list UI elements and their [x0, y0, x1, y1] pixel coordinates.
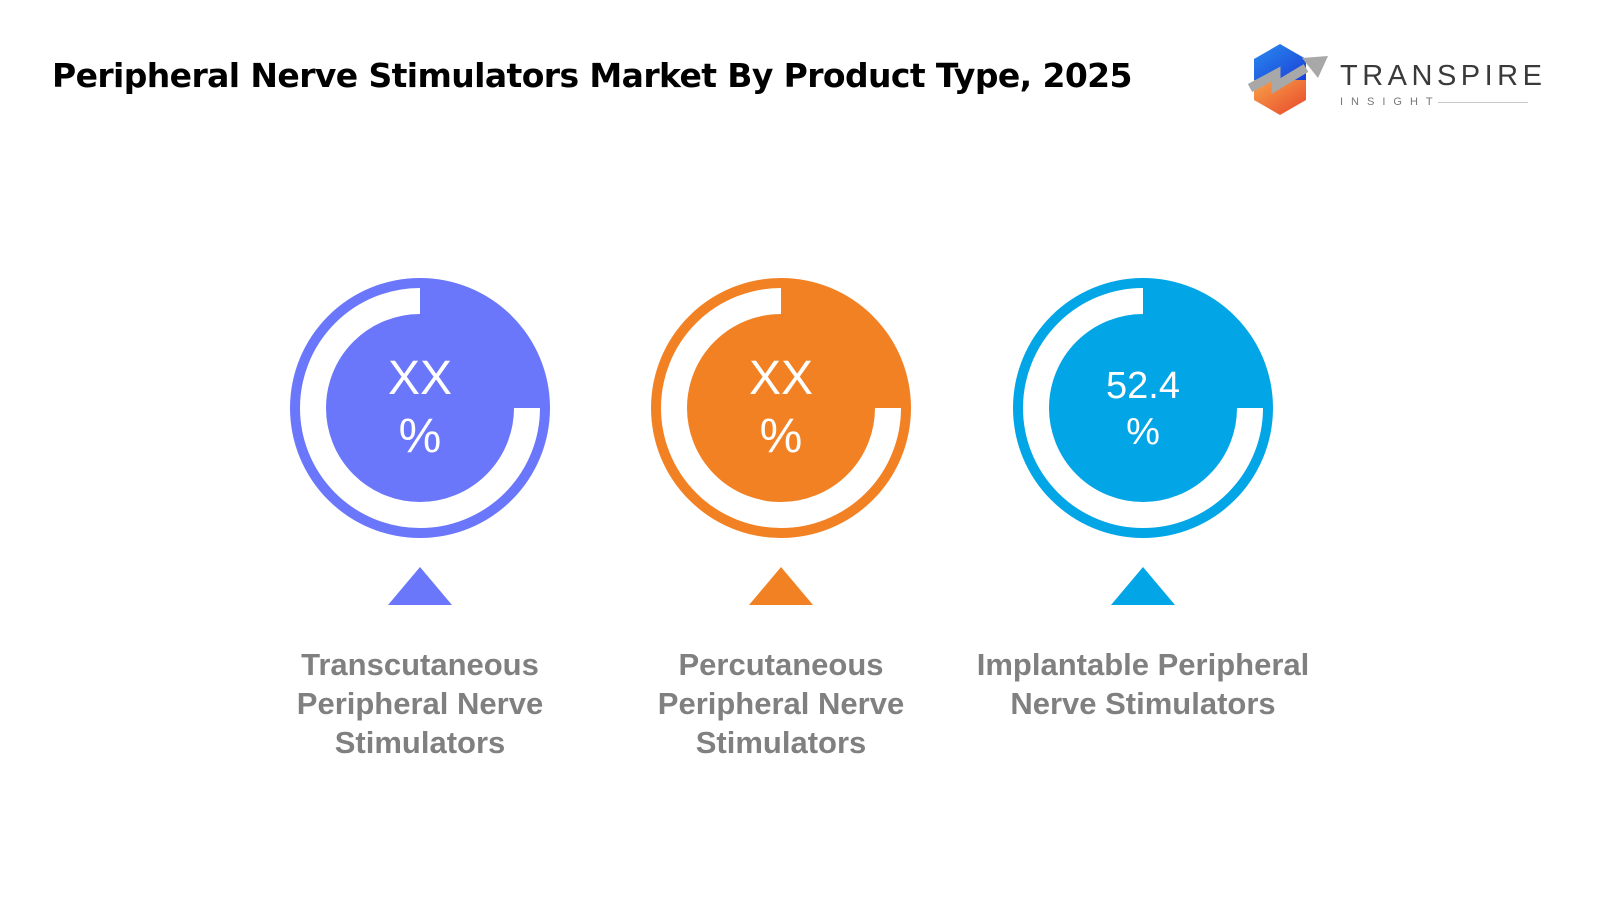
segment-label: Percutaneous Peripheral Nerve Stimulator… [657, 647, 905, 760]
hexagon-arrow-logo-icon [1247, 44, 1328, 115]
page-title: Peripheral Nerve Stimulators Market By P… [52, 56, 1133, 95]
triangle-pointer-icon [1111, 567, 1175, 605]
donut-chart [1013, 278, 1273, 538]
segment-value: XX [748, 352, 814, 405]
segment-value: 52.4 [1106, 365, 1180, 407]
logo-divider [1438, 102, 1528, 103]
donut-chart [290, 278, 550, 538]
triangle-pointer-icon [388, 567, 452, 605]
segment-label: Transcutaneous Peripheral Nerve Stimulat… [296, 647, 544, 760]
segment-unit: % [398, 410, 442, 463]
segment-unit: % [759, 410, 803, 463]
brand-logo: TRANSPIRE INSIGHT [1246, 42, 1542, 120]
logo-wordmark: TRANSPIRE [1340, 60, 1547, 92]
segment-label: Implantable Peripheral Nerve Stimulators [976, 647, 1310, 721]
segment-value: XX [387, 352, 453, 405]
logo-tagline: INSIGHT [1340, 96, 1441, 108]
donut-chart [651, 278, 911, 538]
triangle-pointer-icon [749, 567, 813, 605]
segment-unit: % [1126, 411, 1160, 453]
